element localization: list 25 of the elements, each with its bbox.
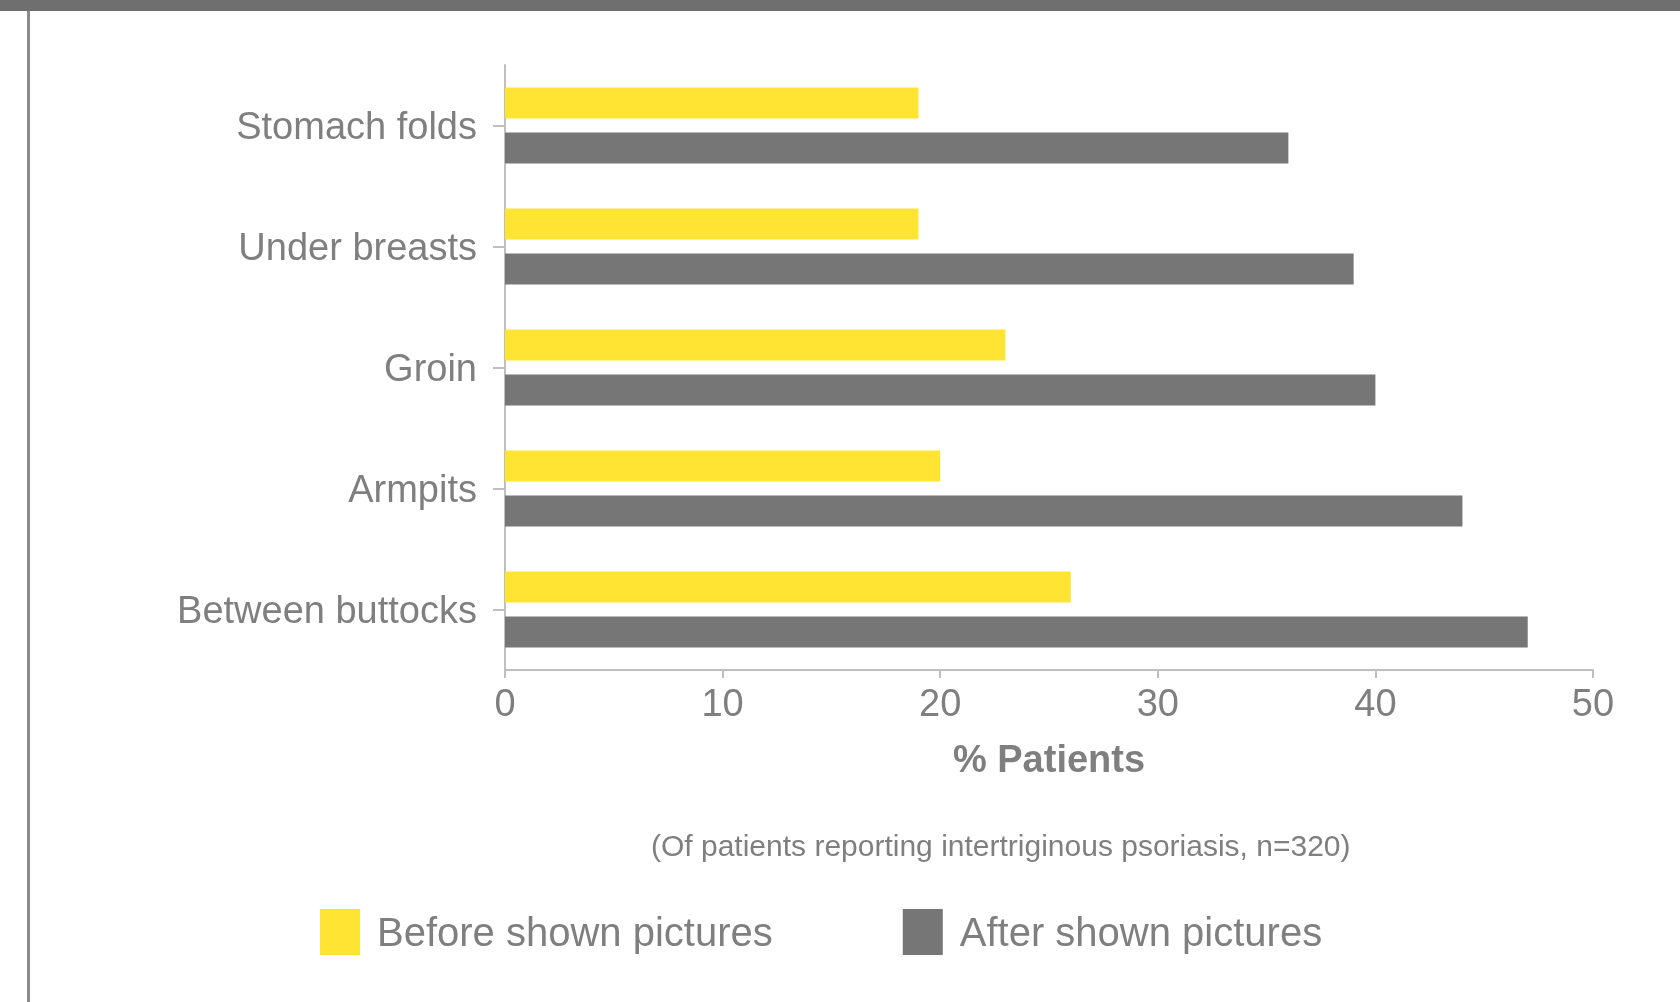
bar xyxy=(505,132,1289,164)
x-tick-label: 50 xyxy=(1571,682,1615,724)
x-tick-label: 10 xyxy=(701,682,744,724)
x-tick-label: 0 xyxy=(494,682,516,724)
x-tick-label: 20 xyxy=(919,682,962,724)
bar xyxy=(505,87,919,119)
text: (Of patients reporting intertriginous psoriasis, n=320) xyxy=(651,828,1351,862)
y-tick-label: Between buttocks xyxy=(177,588,477,631)
bar xyxy=(505,374,1376,406)
bar xyxy=(505,495,1463,527)
y-tick-label: Armpits xyxy=(348,467,477,510)
bar xyxy=(505,450,941,482)
y-tick-label: Stomach folds xyxy=(236,104,477,147)
y-tick-label: Groin xyxy=(384,346,477,389)
bar xyxy=(505,208,919,240)
bar xyxy=(505,253,1354,285)
legend-label: Before shown pictures xyxy=(377,910,773,954)
bar xyxy=(505,571,1071,603)
bar xyxy=(505,329,1006,361)
y-tick-label: Under breasts xyxy=(238,225,477,268)
x-tick-label: 40 xyxy=(1354,682,1397,724)
x-tick-label: 30 xyxy=(1136,682,1179,724)
bar xyxy=(505,616,1528,648)
legend-label: After shown pictures xyxy=(959,910,1323,954)
x-axis-title: % Patients xyxy=(952,738,1146,780)
